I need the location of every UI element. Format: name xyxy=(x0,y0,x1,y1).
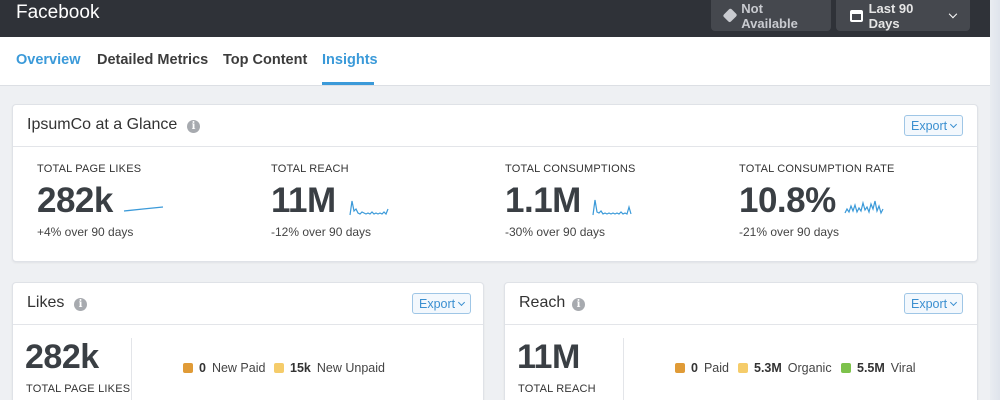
chevron-down-icon xyxy=(950,120,958,128)
legend-item-new-unpaid: 15k New Unpaid xyxy=(274,361,385,375)
divider xyxy=(131,338,132,400)
divider xyxy=(623,338,624,400)
top-bar: Facebook Not Available Last 90 Days xyxy=(0,0,990,37)
glance-card: IpsumCo at a Glance i Export TOTAL PAGE … xyxy=(12,104,978,262)
app-title: Facebook xyxy=(16,2,100,23)
legend-item-organic: 5.3M Organic xyxy=(738,361,832,375)
likes-title: Likes xyxy=(27,294,65,311)
likes-card: Likes i Export xyxy=(12,282,484,400)
chevron-down-icon xyxy=(948,9,958,19)
glance-export-button[interactable]: Export xyxy=(904,115,964,136)
calendar-icon xyxy=(850,9,863,22)
legend-swatch xyxy=(841,363,851,373)
legend-item-new-paid: 0 New Paid xyxy=(183,361,265,375)
metric-change-consumption-rate: -21% over 90 days xyxy=(739,225,840,239)
export-label: Export xyxy=(911,118,948,133)
chevron-down-icon xyxy=(950,298,958,306)
not-available-label: Not Available xyxy=(741,0,798,31)
not-available-button[interactable]: Not Available xyxy=(711,0,831,31)
legend-item-viral: 5.5M Viral xyxy=(841,361,916,375)
reach-card-header: Reach i Export xyxy=(505,283,977,325)
reach-total-label: TOTAL REACH xyxy=(518,383,596,395)
export-label: Export xyxy=(419,296,456,311)
tab-top-content[interactable]: Top Content xyxy=(223,52,308,68)
active-tab-indicator xyxy=(322,82,374,85)
legend-swatch xyxy=(738,363,748,373)
info-icon[interactable]: i xyxy=(572,298,585,311)
info-icon[interactable]: i xyxy=(187,120,200,133)
metric-value-page-likes: 282k xyxy=(37,181,113,220)
date-range-dropdown[interactable]: Last 90 Days xyxy=(836,0,970,31)
reach-export-button[interactable]: Export xyxy=(904,293,964,314)
likes-card-header: Likes i Export xyxy=(13,283,483,325)
reach-title: Reach xyxy=(519,294,566,311)
reach-card: Reach i Export xyxy=(504,282,978,400)
metric-label-consumption-rate: TOTAL CONSUMPTION RATE xyxy=(739,163,895,175)
metric-value-reach: 11M xyxy=(271,181,336,220)
tab-insights[interactable]: Insights xyxy=(322,52,378,68)
info-icon[interactable]: i xyxy=(74,298,87,311)
window-edge xyxy=(990,0,1000,400)
tab-detailed-metrics[interactable]: Detailed Metrics xyxy=(97,52,209,68)
consumptions-sparkline xyxy=(592,199,632,216)
chevron-down-icon xyxy=(458,298,466,306)
tab-bar: Overview Detailed Metrics Top Content In… xyxy=(0,37,990,86)
metric-change-consumptions: -30% over 90 days xyxy=(505,225,606,239)
reach-total-value: 11M xyxy=(517,338,580,376)
likes-total-value: 282k xyxy=(25,338,99,376)
metric-value-consumptions: 1.1M xyxy=(505,181,581,220)
metric-change-reach: -12% over 90 days xyxy=(271,225,372,239)
tab-overview[interactable]: Overview xyxy=(16,52,81,68)
legend-swatch xyxy=(274,363,284,373)
metric-label-consumptions: TOTAL CONSUMPTIONS xyxy=(505,163,636,175)
glance-title: IpsumCo at a Glance xyxy=(27,116,178,133)
legend-swatch xyxy=(675,363,685,373)
legend-item-paid: 0 Paid xyxy=(675,361,729,375)
metric-label-reach: TOTAL REACH xyxy=(271,163,349,175)
page-likes-sparkline xyxy=(123,206,164,212)
reach-sparkline xyxy=(349,200,389,216)
export-label: Export xyxy=(911,296,948,311)
glance-card-header: IpsumCo at a Glance i Export xyxy=(13,105,977,147)
metric-change-page-likes: +4% over 90 days xyxy=(37,225,134,239)
metric-label-page-likes: TOTAL PAGE LIKES xyxy=(37,163,142,175)
likes-export-button[interactable]: Export xyxy=(412,293,472,314)
legend-swatch xyxy=(183,363,193,373)
tag-icon xyxy=(722,7,738,24)
metric-value-consumption-rate: 10.8% xyxy=(739,181,836,220)
likes-total-label: TOTAL PAGE LIKES xyxy=(26,383,131,395)
date-range-label: Last 90 Days xyxy=(868,0,914,31)
consumption-rate-sparkline xyxy=(844,200,884,215)
